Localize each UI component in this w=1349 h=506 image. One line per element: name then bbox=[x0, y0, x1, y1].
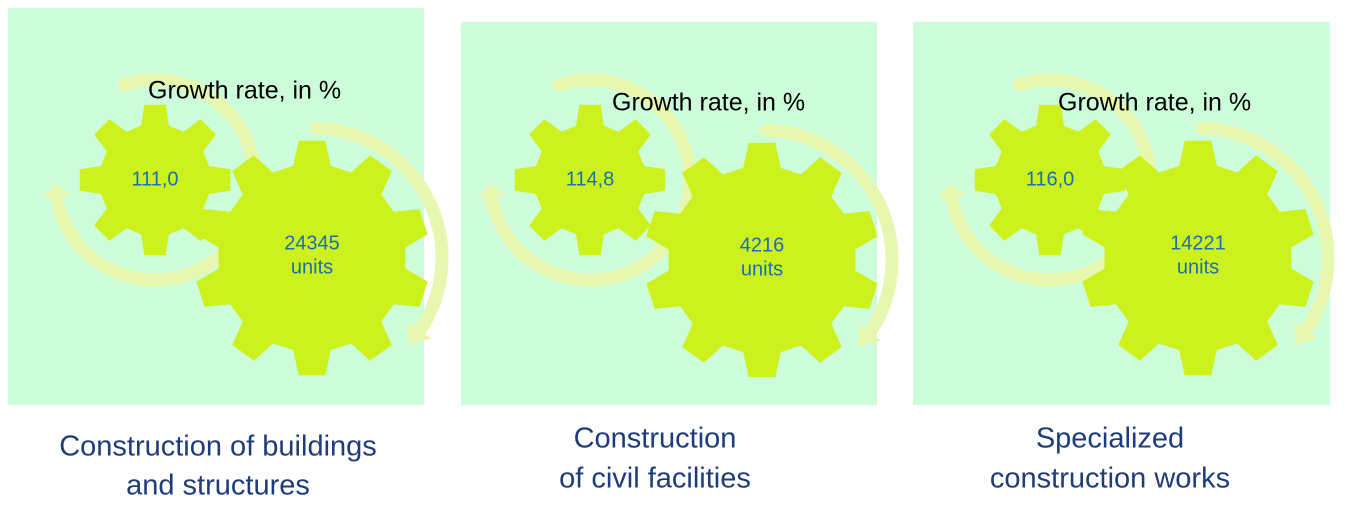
large-gear bbox=[196, 140, 428, 376]
arrow-head bbox=[1294, 322, 1318, 345]
arrow-head bbox=[937, 183, 966, 200]
growth-label: Growth rate, in % bbox=[148, 77, 341, 105]
count-value: 4216 bbox=[740, 234, 785, 256]
caption: of civil facilities bbox=[559, 463, 751, 495]
caption: Specialized bbox=[1036, 423, 1184, 455]
caption: and structures bbox=[126, 470, 310, 502]
count-value: 24345 bbox=[284, 232, 340, 254]
count-value: 14221 bbox=[1170, 232, 1226, 254]
small-gear bbox=[79, 104, 231, 256]
count-unit: units bbox=[291, 256, 333, 278]
large-gear bbox=[1082, 140, 1314, 376]
growth-label: Growth rate, in % bbox=[1058, 89, 1251, 117]
caption: Construction bbox=[574, 423, 737, 455]
growth-value: 111,0 bbox=[131, 168, 178, 190]
curved-arrow bbox=[1196, 121, 1335, 341]
arrow-head bbox=[408, 322, 432, 345]
curved-arrow bbox=[310, 121, 449, 341]
small-gear bbox=[974, 104, 1126, 256]
large-gear bbox=[646, 142, 878, 378]
curved-arrow bbox=[760, 123, 899, 343]
caption: construction works bbox=[990, 463, 1230, 495]
arrow-head bbox=[477, 183, 506, 200]
growth-label: Growth rate, in % bbox=[612, 89, 805, 117]
growth-value: 114,8 bbox=[566, 168, 615, 190]
arrow-head bbox=[42, 183, 71, 200]
small-gear bbox=[514, 104, 666, 256]
count-unit: units bbox=[741, 258, 783, 280]
growth-value: 116,0 bbox=[1026, 168, 1075, 190]
caption: Construction of buildings bbox=[59, 431, 377, 463]
count-unit: units bbox=[1177, 256, 1219, 278]
arrow-head bbox=[858, 324, 882, 347]
